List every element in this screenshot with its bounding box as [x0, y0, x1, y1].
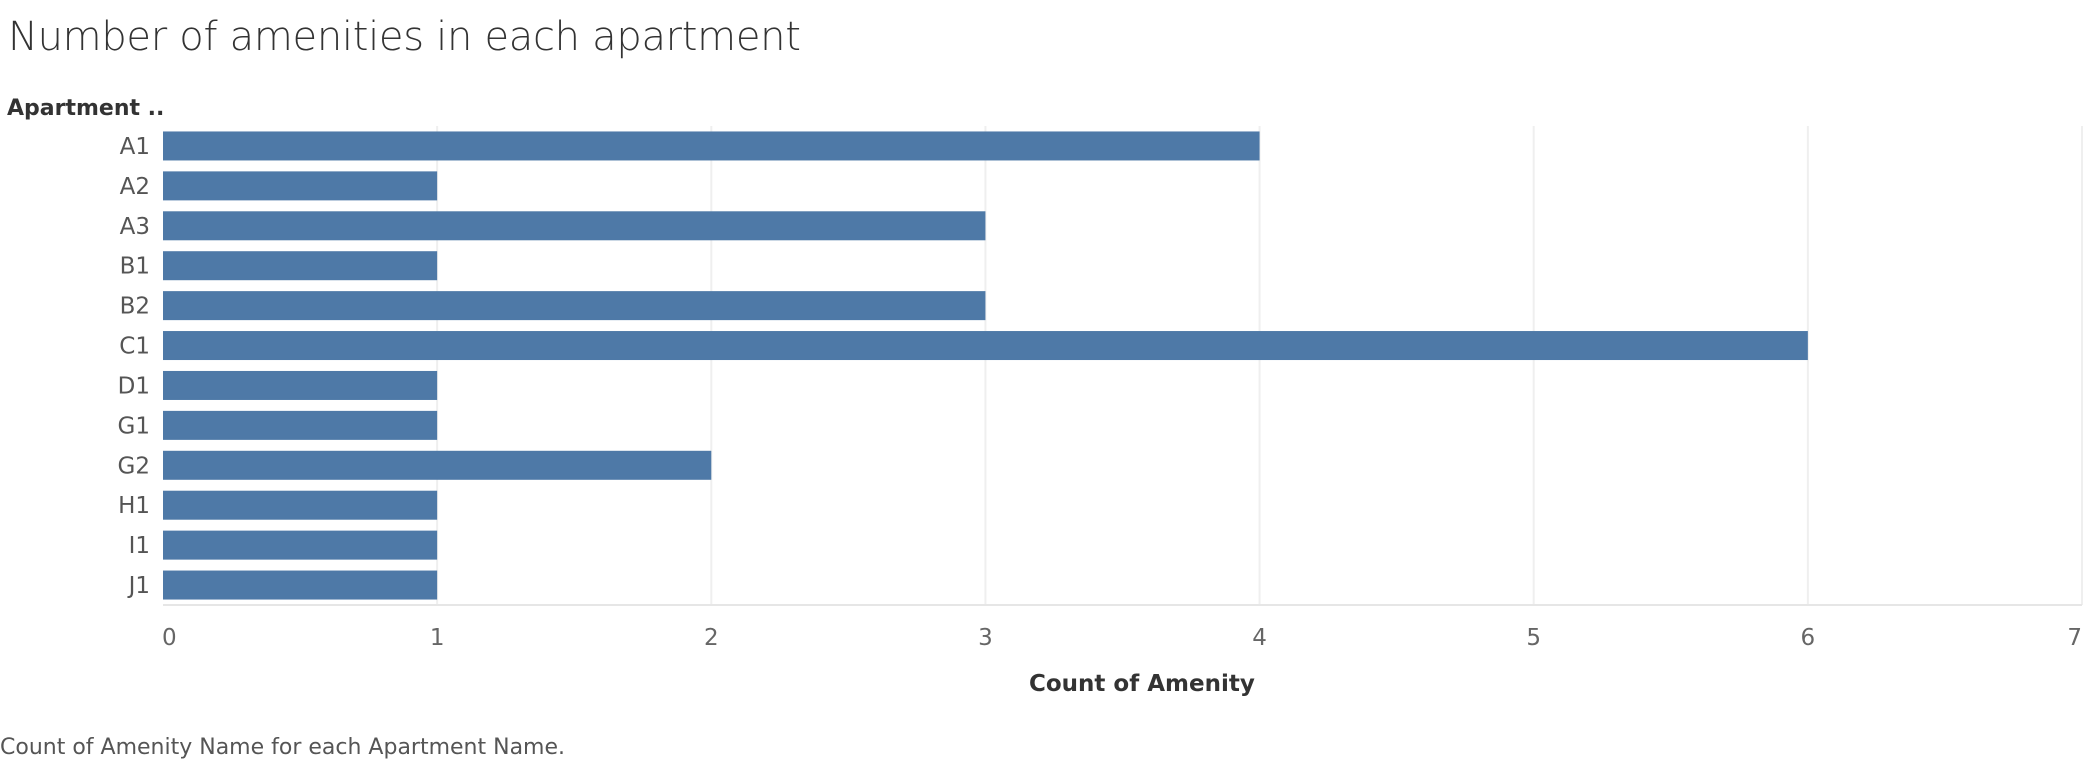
chart-caption: Count of Amenity Name for each Apartment… — [0, 735, 566, 760]
x-tick-label-2: 2 — [704, 625, 719, 651]
category-label-J1: J1 — [127, 573, 150, 599]
category-label-A2: A2 — [120, 174, 150, 200]
bar-B1[interactable] — [163, 251, 438, 281]
category-labels: A1 A2 A3 B1 B2 C1 D1 G1 G2 H1 I1 J1 — [118, 134, 150, 599]
category-label-I1: I1 — [129, 533, 150, 559]
bar-A1[interactable] — [163, 131, 1260, 161]
category-label-H1: H1 — [118, 493, 150, 519]
bar-H1[interactable] — [163, 490, 438, 520]
row-header-apartment: Apartment .. — [7, 96, 165, 121]
x-tick-label-7: 7 — [2067, 625, 2082, 651]
category-label-G2: G2 — [118, 453, 150, 479]
bars — [163, 131, 1808, 600]
x-tick-label-6: 6 — [1801, 625, 1816, 651]
x-axis-title: Count of Amenity — [1029, 671, 1255, 697]
gridlines — [163, 126, 2083, 606]
bar-I1[interactable] — [163, 530, 438, 560]
bar-B2[interactable] — [163, 291, 986, 321]
x-tick-label-5: 5 — [1526, 625, 1541, 651]
bar-D1[interactable] — [163, 370, 438, 400]
bar-J1[interactable] — [163, 570, 438, 600]
bar-A3[interactable] — [163, 211, 986, 241]
chart-title: Number of amenities in each apartment — [8, 14, 801, 60]
bar-G2[interactable] — [163, 450, 712, 480]
category-label-B1: B1 — [120, 254, 150, 280]
x-tick-label-0: 0 — [162, 625, 177, 651]
x-tick-labels: 0 1 2 3 4 5 6 7 — [162, 625, 2082, 651]
bar-A2[interactable] — [163, 171, 438, 201]
category-label-A3: A3 — [120, 214, 150, 240]
category-label-C1: C1 — [119, 334, 150, 360]
x-tick-label-4: 4 — [1252, 625, 1267, 651]
bar-G1[interactable] — [163, 410, 438, 440]
category-label-D1: D1 — [118, 373, 150, 399]
x-tick-label-1: 1 — [430, 625, 445, 651]
x-tick-label-3: 3 — [978, 625, 993, 651]
category-label-A1: A1 — [120, 134, 150, 160]
bar-C1[interactable] — [163, 331, 1808, 361]
category-label-G1: G1 — [118, 413, 150, 439]
category-label-B2: B2 — [120, 294, 150, 320]
